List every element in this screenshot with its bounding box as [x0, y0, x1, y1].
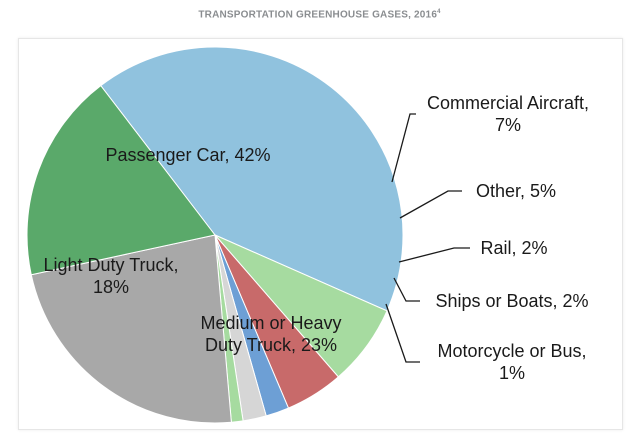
slice-label-6: Medium or Heavy Duty Truck, 23%: [200, 313, 341, 355]
leader-line-1: [391, 113, 416, 183]
pie-slice-6: [30, 234, 232, 424]
leader-line-2: [399, 190, 462, 219]
slice-label-7: Light Duty Truck, 18%: [43, 255, 178, 297]
slice-label-line: Passenger Car, 42%: [105, 145, 270, 165]
pie-slice-7: [26, 84, 216, 276]
slice-label-line: 1%: [499, 363, 525, 383]
slice-label-line: 7%: [495, 115, 521, 135]
slice-label-4: Ships or Boats, 2%: [435, 291, 588, 311]
footnote-mark: 4: [437, 9, 441, 15]
leader-line-5: [385, 303, 420, 363]
slice-label-line: Motorcycle or Bus,: [437, 341, 586, 361]
slice-label-2: Other, 5%: [476, 181, 556, 201]
slice-label-line: Commercial Aircraft,: [427, 93, 589, 113]
slice-label-line: Light Duty Truck,: [43, 255, 178, 275]
slice-label-1: Commercial Aircraft, 7%: [427, 93, 589, 135]
slice-label-3: Rail, 2%: [480, 238, 547, 258]
slice-label-line: Ships or Boats, 2%: [435, 291, 588, 311]
slice-label-line: 18%: [93, 277, 129, 297]
chart-title: TRANSPORTATION GREENHOUSE GASES, 20164: [0, 9, 639, 20]
slice-label-line: Medium or Heavy: [200, 313, 341, 333]
pie-slice-0: [100, 46, 404, 312]
leader-line-4: [393, 277, 420, 302]
slice-label-line: Duty Truck, 23%: [205, 335, 337, 355]
slice-label-5: Motorcycle or Bus, 1%: [437, 341, 586, 383]
slice-label-0: Passenger Car, 42%: [105, 145, 270, 165]
slice-label-line: Rail, 2%: [480, 238, 547, 258]
slice-label-line: Other, 5%: [476, 181, 556, 201]
chart-title-text: TRANSPORTATION GREENHOUSE GASES, 2016: [198, 9, 438, 21]
leader-line-3: [398, 247, 470, 263]
